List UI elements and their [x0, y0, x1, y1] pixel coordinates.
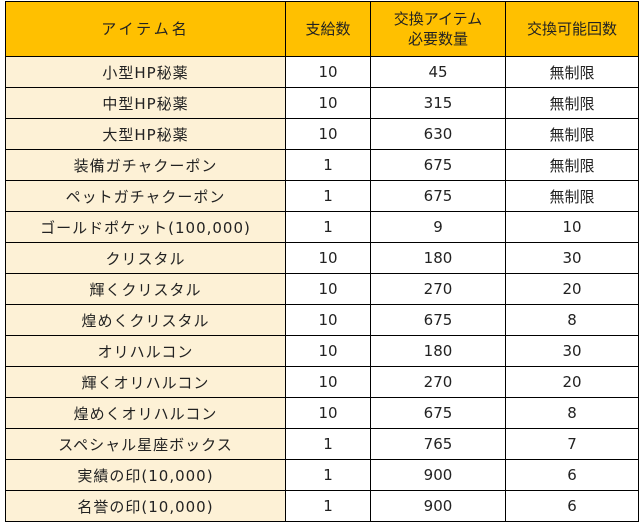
item-name: 小型HP秘薬 [5, 56, 286, 88]
table-row: ペットガチャクーポン 1 675 無制限 [5, 180, 639, 212]
item-name: スペシャル星座ボックス [5, 428, 286, 460]
item-name: ペットガチャクーポン [5, 180, 286, 212]
item-name: 中型HP秘薬 [5, 87, 286, 119]
cell: 10 [285, 56, 371, 88]
table-row: スペシャル星座ボックス 1 765 7 [5, 428, 639, 460]
cell: 10 [285, 273, 371, 305]
cell: 10 [285, 118, 371, 150]
header-cell: 支給数 [285, 1, 371, 57]
cell: 無制限 [505, 149, 639, 181]
table-row: 名誉の印(10,000) 1 900 6 [5, 490, 639, 522]
cell: 315 [370, 87, 506, 119]
table-row: クリスタル 10 180 30 [5, 242, 639, 274]
item-name: 大型HP秘薬 [5, 118, 286, 150]
item-name: 実績の印(10,000) [5, 459, 286, 491]
cell: 10 [285, 242, 371, 274]
cell: 30 [505, 335, 639, 367]
cell: 675 [370, 180, 506, 212]
table-row: 実績の印(10,000) 1 900 6 [5, 459, 639, 491]
table-row: 輝くオリハルコン 10 270 20 [5, 366, 639, 398]
cell: 765 [370, 428, 506, 460]
cell: 20 [505, 366, 639, 398]
header-cell: アイテム名 [5, 1, 286, 57]
cell: 6 [505, 459, 639, 491]
item-name: 名誉の印(10,000) [5, 490, 286, 522]
cell: 10 [505, 211, 639, 243]
header-line: 必要数量 [407, 30, 468, 48]
header-cell: 交換可能回数 [505, 1, 639, 57]
cell: 10 [285, 397, 371, 429]
cell: 30 [505, 242, 639, 274]
exchange-table: アイテム名 支給数 交換アイテム 必要数量 交換可能回数 小型HP秘薬 10 45 無制限 中型… [5, 1, 639, 522]
cell: 270 [370, 273, 506, 305]
cell: 270 [370, 366, 506, 398]
item-name: 煌めくオリハルコン [5, 397, 286, 429]
item-name: 装備ガチャクーポン [5, 149, 286, 181]
item-name: 輝くクリスタル [5, 273, 286, 305]
item-name: 輝くオリハルコン [5, 366, 286, 398]
item-name: クリスタル [5, 242, 286, 274]
cell: 1 [285, 459, 371, 491]
cell: 1 [285, 180, 371, 212]
table-row: 煌めくオリハルコン 10 675 8 [5, 397, 639, 429]
cell: 8 [505, 397, 639, 429]
item-name: オリハルコン [5, 335, 286, 367]
cell: 無制限 [505, 180, 639, 212]
header-cell: 交換アイテム 必要数量 [370, 1, 506, 57]
cell: 900 [370, 459, 506, 491]
cell: 630 [370, 118, 506, 150]
cell: 10 [285, 335, 371, 367]
item-name: ゴールドポケット(100,000) [5, 211, 286, 243]
cell: 無制限 [505, 87, 639, 119]
cell: 20 [505, 273, 639, 305]
cell: 1 [285, 149, 371, 181]
cell: 675 [370, 304, 506, 336]
cell: 180 [370, 242, 506, 274]
header-row: アイテム名 支給数 交換アイテム 必要数量 交換可能回数 [5, 1, 639, 57]
table-row: 輝くクリスタル 10 270 20 [5, 273, 639, 305]
cell: 10 [285, 366, 371, 398]
cell: 9 [370, 211, 506, 243]
header-line: 交換アイテム [393, 10, 483, 28]
table-row: オリハルコン 10 180 30 [5, 335, 639, 367]
cell: 7 [505, 428, 639, 460]
cell: 6 [505, 490, 639, 522]
table-row: 煌めくクリスタル 10 675 8 [5, 304, 639, 336]
cell: 10 [285, 87, 371, 119]
cell: 無制限 [505, 56, 639, 88]
cell: 無制限 [505, 118, 639, 150]
cell: 675 [370, 397, 506, 429]
item-name: 煌めくクリスタル [5, 304, 286, 336]
cell: 45 [370, 56, 506, 88]
table-row: 大型HP秘薬 10 630 無制限 [5, 118, 639, 150]
cell: 675 [370, 149, 506, 181]
table-body: 小型HP秘薬 10 45 無制限 中型HP秘薬 10 315 無制限 大型HP秘薬 10 630 無制… [5, 56, 639, 522]
cell: 1 [285, 490, 371, 522]
table-row: ゴールドポケット(100,000) 1 9 10 [5, 211, 639, 243]
table-row: 小型HP秘薬 10 45 無制限 [5, 56, 639, 88]
table-row: 装備ガチャクーポン 1 675 無制限 [5, 149, 639, 181]
cell: 8 [505, 304, 639, 336]
cell: 900 [370, 490, 506, 522]
cell: 10 [285, 304, 371, 336]
cell: 180 [370, 335, 506, 367]
table-row: 中型HP秘薬 10 315 無制限 [5, 87, 639, 119]
cell: 1 [285, 211, 371, 243]
cell: 1 [285, 428, 371, 460]
